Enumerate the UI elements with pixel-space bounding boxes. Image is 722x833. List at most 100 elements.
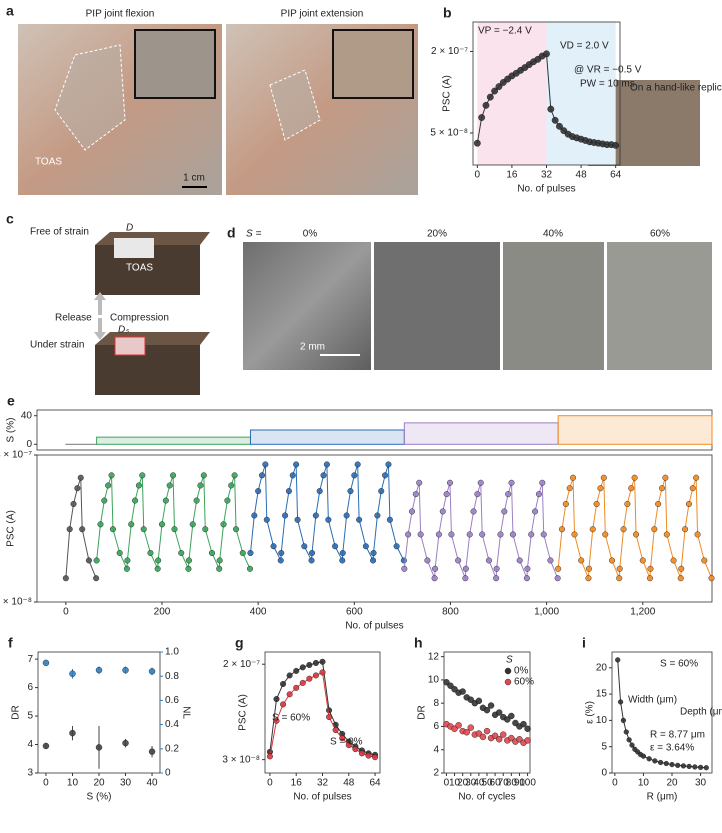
y-tick-label: 40 bbox=[21, 410, 33, 421]
y-tick-label: 2 × 10⁻⁷ bbox=[431, 46, 468, 57]
data-point bbox=[319, 669, 326, 676]
photo-20 bbox=[374, 242, 500, 370]
data-point bbox=[466, 531, 473, 538]
data-point bbox=[455, 722, 462, 729]
x-tick-label: 0 bbox=[43, 778, 49, 789]
data-point bbox=[475, 697, 483, 705]
photo-title: PIP joint flexion bbox=[86, 9, 155, 20]
data-point bbox=[273, 696, 280, 703]
data-point bbox=[612, 141, 620, 149]
panel-letter: c bbox=[6, 211, 14, 227]
data-point bbox=[251, 512, 258, 519]
data-point bbox=[639, 557, 646, 564]
y-tick-label: 2 × 10⁻⁷ bbox=[223, 659, 260, 670]
data-point bbox=[620, 526, 627, 533]
photo-title: PIP joint extension bbox=[281, 9, 364, 20]
x-tick-label: 70 bbox=[498, 778, 510, 789]
label: 0% bbox=[303, 229, 318, 240]
data-point bbox=[386, 516, 393, 523]
data-point bbox=[485, 557, 492, 564]
y-tick-label: 5 × 10⁻⁸ bbox=[430, 128, 468, 139]
panel-letter: b bbox=[443, 5, 452, 21]
data-point bbox=[95, 666, 103, 674]
data-point bbox=[508, 712, 515, 720]
data-point bbox=[451, 686, 458, 693]
data-point bbox=[358, 750, 365, 757]
data-point bbox=[132, 497, 139, 504]
data-point bbox=[228, 482, 235, 489]
data-point bbox=[500, 731, 507, 738]
data-point bbox=[562, 501, 569, 508]
data-point bbox=[555, 565, 562, 572]
data-point bbox=[495, 709, 503, 716]
data-point bbox=[516, 557, 523, 564]
data-point bbox=[70, 501, 77, 508]
x-tick-label: 10 bbox=[67, 778, 79, 789]
data-point bbox=[509, 531, 516, 538]
data-point bbox=[312, 672, 319, 679]
data-point bbox=[467, 724, 474, 731]
x-tick-label: 20 bbox=[666, 778, 678, 789]
data-point bbox=[609, 557, 616, 564]
data-point bbox=[170, 472, 177, 479]
arrows bbox=[94, 292, 106, 340]
data-point bbox=[189, 521, 196, 528]
annotation: On a hand-like replica bbox=[630, 83, 722, 94]
data-point bbox=[370, 557, 377, 564]
data-point bbox=[286, 691, 293, 698]
annotation: PW = 10 ms bbox=[580, 79, 635, 90]
data-point bbox=[435, 531, 442, 538]
data-point bbox=[467, 696, 474, 703]
data-point bbox=[224, 497, 231, 504]
data-point bbox=[571, 531, 578, 538]
label: 60% bbox=[650, 229, 670, 240]
data-point bbox=[108, 472, 115, 479]
data-point bbox=[66, 526, 73, 533]
series-line bbox=[403, 482, 559, 579]
y-tick-label: 12 bbox=[428, 651, 440, 662]
data-point bbox=[378, 488, 385, 495]
data-point bbox=[475, 730, 483, 737]
data-point bbox=[520, 720, 527, 728]
data-point bbox=[439, 508, 446, 515]
y-tick-label: 5 bbox=[27, 711, 33, 722]
data-point bbox=[308, 557, 315, 564]
data-point bbox=[551, 116, 559, 124]
data-point bbox=[495, 736, 503, 743]
strain-step bbox=[249, 429, 405, 445]
panel-letter: g bbox=[235, 635, 244, 651]
data-point bbox=[255, 488, 262, 495]
data-point bbox=[543, 50, 550, 58]
data-point bbox=[477, 479, 484, 486]
data-point bbox=[589, 526, 596, 533]
annotation: S = 60% bbox=[272, 713, 310, 724]
data-point bbox=[523, 575, 530, 582]
data-point bbox=[128, 521, 135, 528]
y-tick-label: 5 × 10⁻⁸ bbox=[0, 597, 32, 608]
data-point bbox=[655, 501, 662, 508]
data-point bbox=[663, 531, 670, 538]
data-point bbox=[585, 575, 592, 582]
data-point bbox=[697, 764, 704, 770]
data-point bbox=[628, 485, 635, 492]
y2-tick-label: 0.4 bbox=[165, 719, 179, 730]
data-point bbox=[193, 497, 200, 504]
data-point bbox=[343, 512, 350, 519]
data-point bbox=[620, 717, 627, 723]
data-point bbox=[495, 83, 503, 91]
y2-tick-label: 0.8 bbox=[165, 671, 179, 682]
data-point bbox=[646, 756, 652, 762]
data-point bbox=[93, 575, 100, 582]
y-tick-label: 0 bbox=[26, 439, 32, 450]
data-point bbox=[135, 482, 142, 489]
data-point bbox=[486, 93, 494, 101]
data-point bbox=[185, 565, 192, 572]
data-point bbox=[463, 729, 470, 736]
y-axis-label: PSC (A) bbox=[6, 510, 17, 547]
data-point bbox=[293, 461, 300, 468]
data-point bbox=[417, 531, 424, 538]
data-point bbox=[382, 472, 389, 479]
y-tick-label: 6 bbox=[433, 721, 439, 732]
data-point bbox=[306, 661, 313, 668]
x-tick-label: 32 bbox=[541, 170, 553, 181]
